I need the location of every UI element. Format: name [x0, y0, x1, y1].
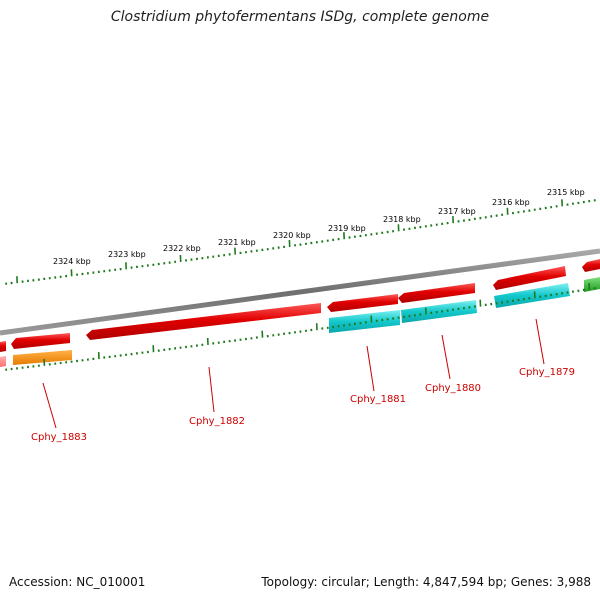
gene-label[interactable]: Cphy_1882 [189, 416, 245, 427]
gene-arrow[interactable] [86, 303, 321, 340]
leader-line [208, 366, 215, 413]
gene-label[interactable]: Cphy_1881 [350, 394, 406, 405]
kbp-label: 2316 kbp [492, 198, 530, 207]
gene-arrow[interactable] [11, 333, 70, 349]
leader-line [535, 318, 545, 365]
genome-summary-text: Topology: circular; Length: 4,847,594 bp… [261, 575, 591, 589]
kbp-label: 2323 kbp [108, 250, 146, 259]
gene-label[interactable]: Cphy_1883 [31, 432, 87, 443]
accession-text: Accession: NC_010001 [9, 575, 146, 589]
gene-arrow[interactable] [584, 277, 600, 292]
forward-strand-genes [0, 259, 600, 352]
gene-label-leaders [42, 318, 545, 429]
gene-arrow[interactable] [327, 294, 398, 312]
gene-arrow[interactable] [0, 356, 6, 367]
gene-arrow[interactable] [0, 341, 6, 352]
inner-scale-ticks [5, 282, 596, 371]
kbp-scale-labels: 2324 kbp 2323 kbp 2322 kbp 2321 kbp 2320… [53, 188, 585, 266]
kbp-label: 2324 kbp [53, 257, 91, 266]
gene-arrow[interactable] [493, 266, 566, 290]
gene-label[interactable]: Cphy_1880 [425, 383, 481, 394]
gene-arrow[interactable] [582, 259, 600, 272]
leader-line [42, 382, 57, 429]
genome-title: Clostridium phytofermentans ISDg, comple… [110, 9, 490, 25]
leader-line [366, 345, 375, 392]
kbp-label: 2318 kbp [383, 215, 421, 224]
kbp-label: 2319 kbp [328, 224, 366, 233]
kbp-label: 2317 kbp [438, 207, 476, 216]
reverse-strand-genes [0, 277, 600, 367]
genome-backbone [0, 248, 600, 336]
leader-line [441, 334, 451, 380]
kbp-label: 2320 kbp [273, 231, 311, 240]
kbp-label: 2322 kbp [163, 244, 201, 253]
kbp-label: 2321 kbp [218, 238, 256, 247]
gene-label[interactable]: Cphy_1879 [519, 367, 575, 378]
gene-arrow[interactable] [329, 310, 400, 333]
gene-arrow[interactable] [13, 350, 72, 365]
gene-arrow[interactable] [398, 283, 475, 303]
gene-arrow[interactable] [401, 300, 477, 323]
outer-scale-ticks [5, 199, 596, 285]
gene-labels: Cphy_1883 Cphy_1882 Cphy_1881 Cphy_1880 … [31, 367, 575, 443]
kbp-label: 2315 kbp [547, 188, 585, 197]
